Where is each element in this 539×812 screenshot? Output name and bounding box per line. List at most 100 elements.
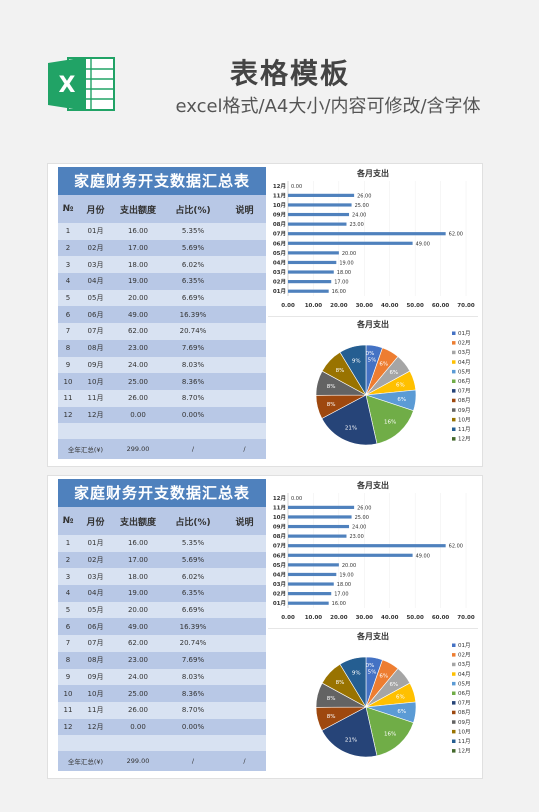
legend-label: 02月 — [458, 652, 471, 659]
col-header-note: 说明 — [235, 205, 254, 216]
cell-percent: 8.36% — [181, 689, 205, 698]
table-row: 2 02月 17.00 5.69% — [58, 239, 266, 257]
cell-month: 03月 — [87, 572, 104, 581]
pie-data-label: 0% — [366, 351, 375, 357]
cell-no: 11 — [63, 706, 73, 715]
legend-label: 02月 — [458, 340, 471, 347]
cell-month: 10月 — [87, 689, 104, 698]
total-amount: 299.00 — [126, 445, 150, 454]
x-tick-label: 10.00 — [305, 303, 323, 309]
legend-label: 07月 — [458, 388, 471, 395]
legend-label: 05月 — [458, 680, 471, 687]
table-row: 9 09月 24.00 8.03% — [58, 668, 266, 686]
bar-data-label: 17.00 — [334, 592, 348, 598]
bar-data-label: 25.00 — [355, 203, 369, 209]
cell-no: 10 — [63, 689, 73, 698]
cell-percent: 0.00% — [181, 410, 205, 419]
cell-percent: 8.03% — [181, 360, 205, 369]
table-title: 家庭财务开支数据汇总表 — [58, 479, 266, 507]
legend-label: 01月 — [458, 642, 471, 649]
y-tick-label: 06月 — [273, 239, 286, 247]
pie-data-label: 21% — [345, 426, 357, 432]
y-tick-label: 03月 — [273, 580, 286, 588]
y-tick-label: 02月 — [273, 278, 286, 286]
y-tick-label: 06月 — [273, 551, 286, 559]
table-row: 2 02月 17.00 5.69% — [58, 551, 266, 569]
bar — [288, 582, 334, 586]
cell-month: 12月 — [87, 722, 104, 731]
pie-data-label: 6% — [396, 694, 405, 700]
x-tick-label: 30.00 — [356, 615, 374, 621]
bar — [288, 289, 329, 293]
pie-data-label: 6% — [397, 397, 406, 403]
cell-percent: 5.35% — [181, 539, 205, 548]
cell-month: 09月 — [87, 672, 104, 681]
cell-percent: 5.35% — [181, 227, 205, 236]
y-tick-label: 09月 — [273, 523, 286, 531]
pie-data-label: 8% — [327, 696, 336, 702]
bar — [288, 544, 446, 548]
bar — [288, 601, 329, 605]
cell-month: 02月 — [87, 244, 104, 253]
bar-data-label: 19.00 — [339, 260, 353, 266]
total-label: 全年汇总(¥) — [67, 446, 104, 455]
finance-table: 家庭财务开支数据汇总表 № 月份 支出额度 占比(%) 说明 1 01月 16.00… — [58, 167, 266, 460]
pie-data-label: 16% — [384, 732, 396, 738]
bar-data-label: 49.00 — [416, 553, 430, 559]
bar — [288, 515, 352, 519]
pie-slice — [321, 706, 378, 758]
cell-amount: 62.00 — [127, 639, 149, 648]
table-row: 9 09月 24.00 8.03% — [58, 356, 266, 374]
cell-no: 5 — [65, 606, 71, 615]
legend-swatch — [452, 681, 456, 686]
cell-amount: 23.00 — [127, 656, 149, 665]
bar — [288, 251, 339, 255]
table-total-row: 全年汇总(¥) 299.00 / / — [58, 751, 266, 772]
cell-month: 03月 — [87, 260, 104, 269]
cell-no: 11 — [63, 394, 73, 403]
legend-label: 09月 — [458, 719, 471, 726]
cell-amount: 23.00 — [127, 344, 149, 353]
cell-percent: 8.03% — [181, 672, 205, 681]
col-header-percent: 占比(%) — [175, 205, 211, 216]
legend-label: 03月 — [458, 661, 471, 668]
table-row: 10 10月 25.00 8.36% — [58, 685, 266, 702]
cell-amount: 0.00 — [130, 410, 146, 419]
x-tick-label: 50.00 — [406, 615, 424, 621]
bar-data-label: 49.00 — [416, 241, 430, 247]
cell-no: 8 — [65, 344, 71, 353]
bar-chart-svg: 各月支出 0.00 10.00 20.00 30.00 40.00 50.00 60.00 70… — [273, 168, 475, 309]
y-tick-label: 10月 — [273, 201, 286, 209]
excel-icon-letter: X — [59, 73, 76, 98]
y-tick-label: 08月 — [273, 532, 286, 540]
legend-swatch — [452, 379, 456, 383]
cell-no: 6 — [65, 310, 71, 319]
page-header: X 表格模板 excel格式/A4大小/内容可修改/含字体 — [0, 0, 539, 160]
legend-swatch — [452, 672, 456, 676]
cell-amount: 16.00 — [127, 539, 149, 548]
legend-label: 04月 — [458, 359, 471, 366]
table-header-row: № 月份 支出额度 占比(%) 说明 — [58, 507, 266, 535]
cell-month: 10月 — [87, 377, 104, 386]
y-tick-label: 05月 — [273, 249, 286, 257]
page-subtitle: excel格式/A4大小/内容可修改/含字体 — [175, 96, 481, 117]
bar-chart: 各月支出 0.00 10.00 20.00 30.00 40.00 50.00 60.00 70… — [268, 479, 478, 625]
x-tick-label: 10.00 — [305, 615, 323, 621]
cell-amount: 49.00 — [127, 622, 149, 631]
x-tick-label: 50.00 — [406, 303, 424, 309]
legend-swatch — [452, 350, 456, 355]
cell-no: 7 — [65, 639, 71, 648]
page-title: 表格模板 — [229, 57, 350, 90]
legend-swatch — [452, 691, 456, 695]
cell-no: 6 — [65, 622, 71, 631]
bar — [288, 592, 332, 596]
cell-amount: 17.00 — [127, 244, 149, 253]
cell-percent: 6.02% — [181, 572, 205, 581]
bar — [288, 222, 347, 226]
legend-label: 04月 — [458, 671, 471, 678]
bar — [288, 563, 339, 567]
col-header-percent: 占比(%) — [175, 517, 211, 528]
table-total-row: 全年汇总(¥) 299.00 / / — [58, 439, 266, 460]
pie-slice — [339, 656, 367, 709]
legend-swatch — [452, 662, 456, 667]
